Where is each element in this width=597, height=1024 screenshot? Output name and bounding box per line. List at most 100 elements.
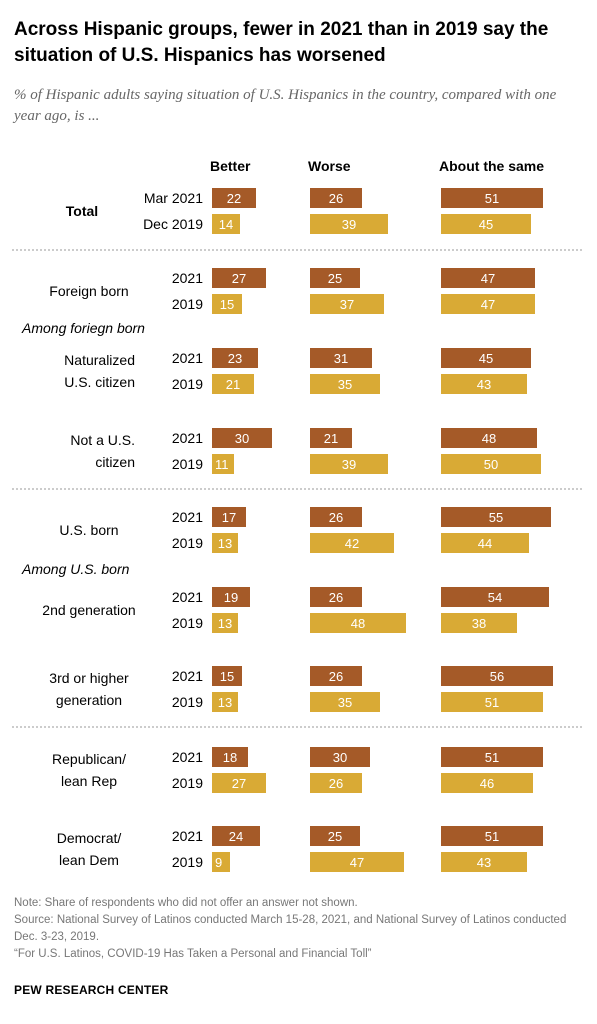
bar [310, 666, 362, 686]
row-year-label: Mar 2021 [144, 190, 203, 206]
bar-value-label: 22 [227, 191, 241, 206]
bar [212, 613, 238, 633]
bar [310, 613, 406, 633]
row-year-label: 2021 [172, 350, 203, 366]
column-header-2: About the same [439, 158, 544, 174]
bar [441, 214, 531, 234]
row-year-label: 2021 [172, 589, 203, 605]
bar-value-label: 35 [338, 377, 352, 392]
bar [441, 692, 543, 712]
bar [441, 348, 531, 368]
bar [310, 852, 404, 872]
group-label: Republican/ [52, 751, 126, 767]
bar-value-label: 43 [477, 377, 491, 392]
group-label: Not a U.S. [70, 432, 135, 448]
bar-value-label: 48 [482, 431, 496, 446]
bar [212, 773, 266, 793]
bar-value-label: 17 [222, 510, 236, 525]
bar [441, 826, 543, 846]
bar-value-label: 47 [350, 855, 364, 870]
group-label: U.S. citizen [64, 374, 135, 390]
bar-value-label: 15 [220, 297, 234, 312]
bar-value-label: 37 [340, 297, 354, 312]
chart-subtitle: % of Hispanic adults saying situation of… [14, 87, 557, 124]
bar-value-label: 55 [489, 510, 503, 525]
bar-value-label: 24 [229, 829, 243, 844]
column-header-0: Better [210, 158, 251, 174]
bar-value-label: 48 [351, 616, 365, 631]
bar [310, 773, 362, 793]
bar-value-label: 26 [329, 510, 343, 525]
report-title: “For U.S. Latinos, COVID-19 Has Taken a … [14, 948, 372, 960]
subheading: Among foriegn born [21, 320, 145, 336]
bar-value-label: 26 [329, 669, 343, 684]
row-year-label: Dec 2019 [143, 216, 203, 232]
bar-value-label: 43 [477, 855, 491, 870]
row-year-label: 2019 [172, 615, 203, 631]
group-label: generation [56, 692, 122, 708]
bar [310, 826, 360, 846]
bar [310, 214, 388, 234]
row-year-label: 2019 [172, 456, 203, 472]
group-label: Democrat/ [57, 830, 122, 846]
chart-title: Across Hispanic groups, fewer in 2021 th… [14, 19, 549, 66]
bar [310, 507, 362, 527]
bar [212, 268, 266, 288]
bar [441, 613, 517, 633]
bar [310, 188, 362, 208]
bar-value-label: 35 [338, 695, 352, 710]
source-text: Source: National Survey of Latinos condu… [14, 914, 567, 943]
bar-value-label: 11 [215, 457, 229, 472]
bar-value-label: 45 [479, 351, 493, 366]
bar-value-label: 23 [228, 351, 242, 366]
bar-value-label: 15 [220, 669, 234, 684]
bar [212, 188, 256, 208]
bar [212, 214, 240, 234]
bar-value-label: 21 [324, 431, 338, 446]
bar [212, 374, 254, 394]
bar [310, 268, 360, 288]
subheading: Among U.S. born [21, 561, 130, 577]
bar-value-label: 47 [481, 297, 495, 312]
bar-value-label: 42 [345, 536, 359, 551]
bar [310, 454, 388, 474]
bar [310, 747, 370, 767]
group-label: 2nd generation [42, 602, 135, 618]
note-text: Note: Share of respondents who did not o… [14, 897, 358, 909]
row-year-label: 2019 [172, 694, 203, 710]
bar-value-label: 56 [490, 669, 504, 684]
bar-value-label: 21 [226, 377, 240, 392]
bar-value-label: 50 [484, 457, 498, 472]
bar-value-label: 18 [223, 750, 237, 765]
group-label: 3rd or higher [49, 670, 129, 686]
bar-value-label: 26 [329, 590, 343, 605]
row-year-label: 2021 [172, 430, 203, 446]
bar [212, 533, 238, 553]
bar [441, 507, 551, 527]
bar [441, 268, 535, 288]
bar [212, 692, 238, 712]
bar-value-label: 46 [480, 776, 494, 791]
bar-value-label: 9 [215, 855, 222, 870]
bar [310, 374, 380, 394]
bar-value-label: 27 [232, 776, 246, 791]
bar-value-label: 13 [218, 616, 232, 631]
bar [212, 826, 260, 846]
bar-value-label: 51 [485, 695, 499, 710]
bar-value-label: 14 [219, 217, 233, 232]
bar-value-label: 47 [481, 271, 495, 286]
group-label: Naturalized [64, 352, 135, 368]
row-year-label: 2019 [172, 296, 203, 312]
bar [441, 454, 541, 474]
bar-value-label: 38 [472, 616, 486, 631]
bar-value-label: 30 [333, 750, 347, 765]
row-year-label: 2021 [172, 828, 203, 844]
bar [441, 188, 543, 208]
bar-value-label: 13 [218, 695, 232, 710]
row-year-label: 2021 [172, 668, 203, 684]
bar [310, 294, 384, 314]
bar-value-label: 26 [329, 191, 343, 206]
bar [310, 692, 380, 712]
bar [441, 428, 537, 448]
bar [441, 666, 553, 686]
